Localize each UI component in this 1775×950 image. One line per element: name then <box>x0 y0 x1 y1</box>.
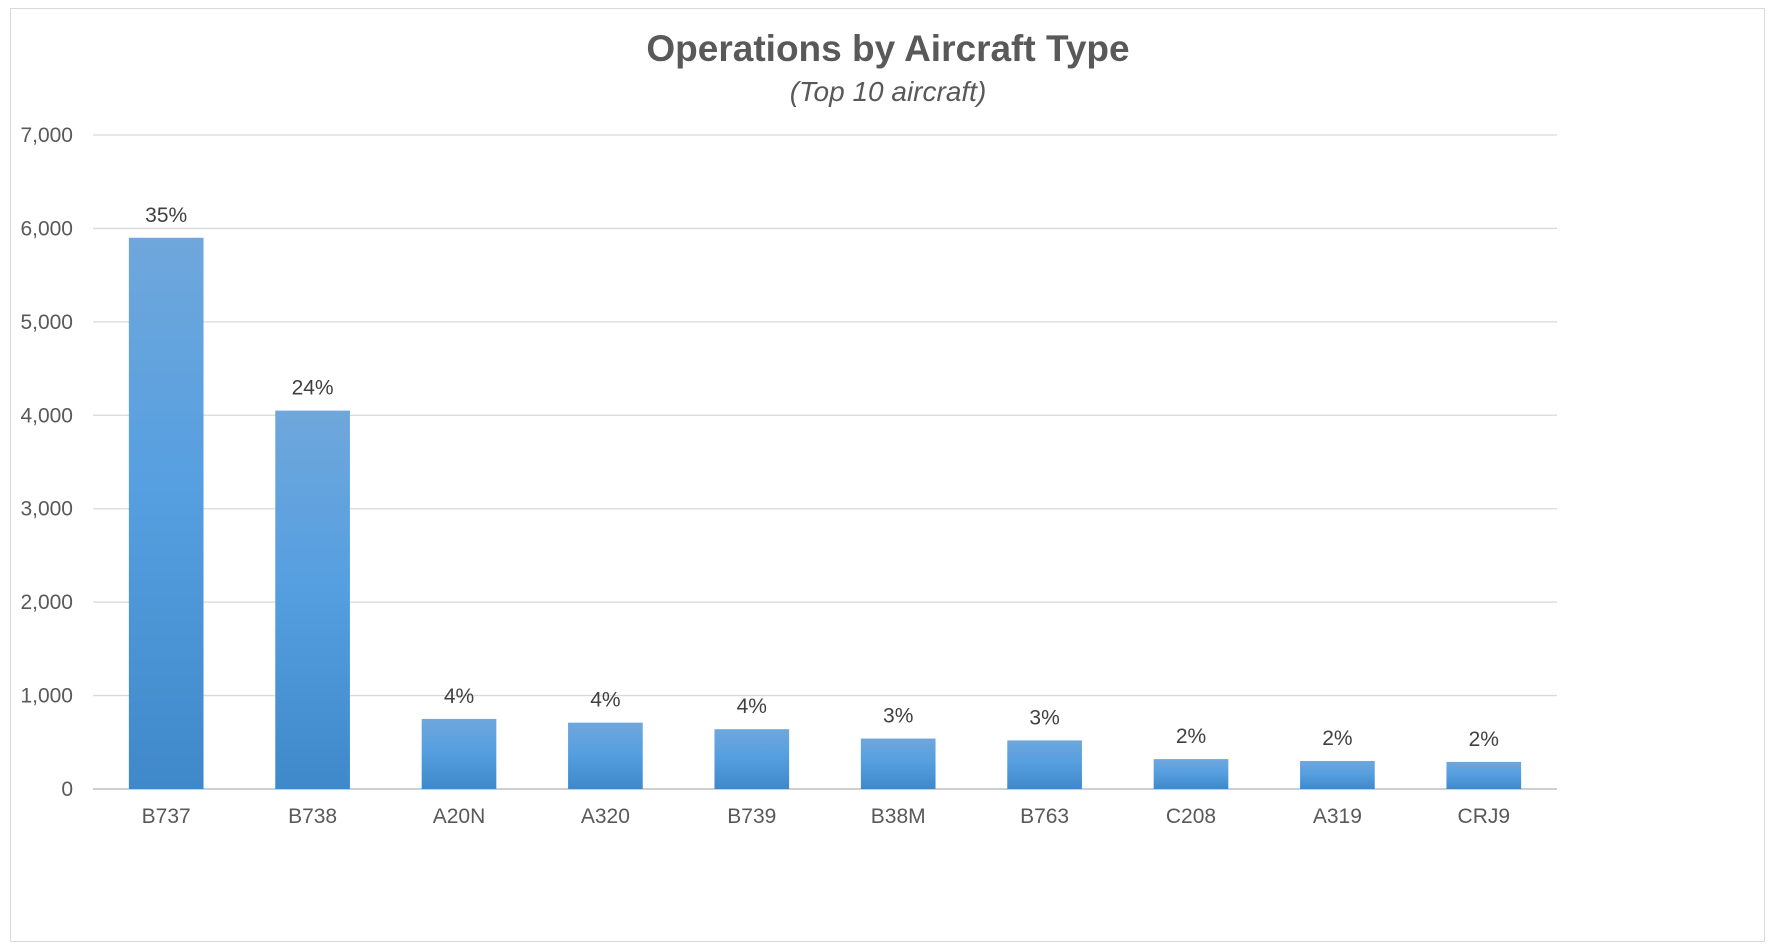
bar-b737 <box>128 237 204 789</box>
y-axis-ticks: 0 1,000 2,000 3,000 4,000 5,000 6,000 7,000 <box>20 124 73 801</box>
data-label: 2% <box>1322 727 1352 750</box>
y-tick-label: 3,000 <box>20 498 73 521</box>
data-label: 2% <box>1176 725 1206 748</box>
data-label: 35% <box>145 204 187 227</box>
bar-a319 <box>1300 760 1375 789</box>
x-tick-label: B763 <box>1020 805 1069 828</box>
y-tick-label: 4,000 <box>20 404 73 427</box>
x-tick-label: B737 <box>142 805 191 828</box>
x-tick-label: B738 <box>288 805 337 828</box>
bar-b738 <box>275 410 350 789</box>
data-labels: 35% 24% 4% 4% 4% 3% 3% 2% 2% 2% <box>145 204 1499 751</box>
x-tick-label: CRJ9 <box>1458 805 1511 828</box>
x-tick-label: B739 <box>727 805 776 828</box>
data-label: 4% <box>737 695 767 718</box>
chart-title: Operations by Aircraft Type <box>646 28 1129 69</box>
x-tick-label: A20N <box>433 805 486 828</box>
x-axis-ticks: B737 B738 A20N A320 B739 B38M B763 C208 A319 CRJ9 <box>142 805 1510 828</box>
data-label: 3% <box>1029 706 1059 729</box>
bar-b38m <box>860 738 936 789</box>
y-tick-label: 7,000 <box>20 124 73 147</box>
data-label: 2% <box>1469 728 1499 751</box>
x-tick-label: C208 <box>1166 805 1216 828</box>
data-label: 4% <box>590 689 620 712</box>
data-label: 24% <box>292 377 334 400</box>
y-tick-label: 1,000 <box>20 685 73 708</box>
bar-chart: Operations by Aircraft Type (Top 10 airc… <box>20 28 1557 828</box>
bar-b763 <box>1007 740 1082 789</box>
bars <box>128 237 1522 789</box>
bar-a320 <box>568 722 643 789</box>
x-tick-label: A320 <box>581 805 630 828</box>
chart-subtitle: (Top 10 aircraft) <box>790 76 987 107</box>
x-tick-label: A319 <box>1313 805 1362 828</box>
x-tick-label: B38M <box>871 805 926 828</box>
chart-frame: Operations by Aircraft Type (Top 10 airc… <box>10 8 1765 942</box>
y-tick-label: 2,000 <box>20 591 73 614</box>
y-tick-label: 0 <box>61 778 73 801</box>
y-tick-label: 5,000 <box>20 311 73 334</box>
y-tick-label: 6,000 <box>20 217 73 240</box>
bar-crj9 <box>1446 761 1522 789</box>
bar-b739 <box>714 729 790 789</box>
bar-c208 <box>1153 759 1229 789</box>
data-label: 3% <box>883 705 913 728</box>
data-label: 4% <box>444 685 474 708</box>
bar-a20n <box>421 718 497 789</box>
